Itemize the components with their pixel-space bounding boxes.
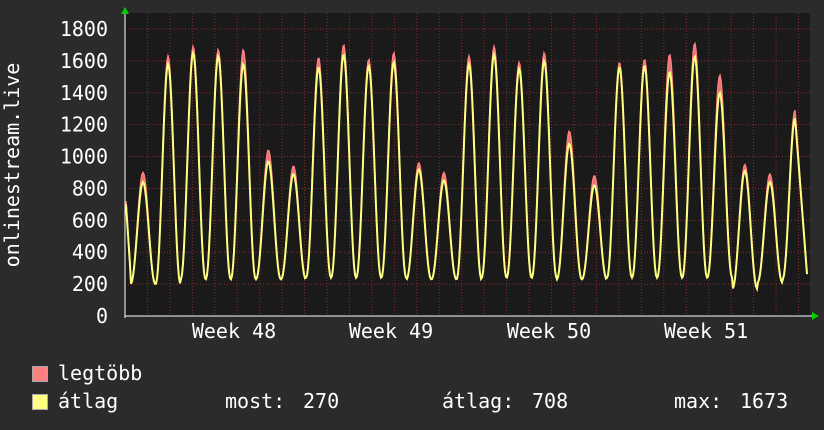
- x-ticks: Week 48 Week 49 Week 50 Week 51: [192, 319, 748, 343]
- x-axis-arrow: [812, 312, 819, 320]
- legend-swatch-avg: [32, 394, 48, 410]
- legend-swatch-max: [32, 366, 48, 382]
- x-tick-label: Week 51: [664, 319, 748, 343]
- y-tick-label: 1000: [60, 145, 108, 169]
- stat-avg-value: 708: [532, 389, 569, 413]
- y-tick-label: 1400: [60, 81, 108, 105]
- plot-background: [125, 13, 810, 316]
- y-tick-label: 600: [72, 208, 108, 232]
- y-tick-label: 0: [96, 304, 108, 328]
- y-tick-label: 1800: [60, 17, 108, 41]
- stat-avg-label: átlag:: [442, 389, 515, 413]
- series-avg-line: [125, 49, 808, 293]
- legend-label-max: legtöbb: [58, 361, 143, 385]
- x-tick-label: Week 49: [349, 319, 433, 343]
- legend-label-avg: átlag: [58, 389, 119, 413]
- x-tick-label: Week 50: [507, 319, 591, 343]
- x-tick-label: Week 48: [192, 319, 276, 343]
- y-tick-label: 400: [72, 240, 108, 264]
- y-tick-label: 200: [72, 272, 108, 296]
- y-axis-arrow: [121, 7, 129, 14]
- y-tick-label: 800: [72, 176, 108, 200]
- stat-max-label: max:: [674, 389, 723, 413]
- y-ticks: 0 200 400 600 800 1000 1200 1400 1600 1800: [60, 17, 108, 328]
- y-tick-label: 1200: [60, 113, 108, 137]
- stat-max-value: 1673: [740, 389, 789, 413]
- y-tick-label: 1600: [60, 49, 108, 73]
- stat-current-label: most:: [225, 389, 286, 413]
- y-axis-label: onlinestream.live: [0, 63, 24, 268]
- stat-current-value: 270: [303, 389, 340, 413]
